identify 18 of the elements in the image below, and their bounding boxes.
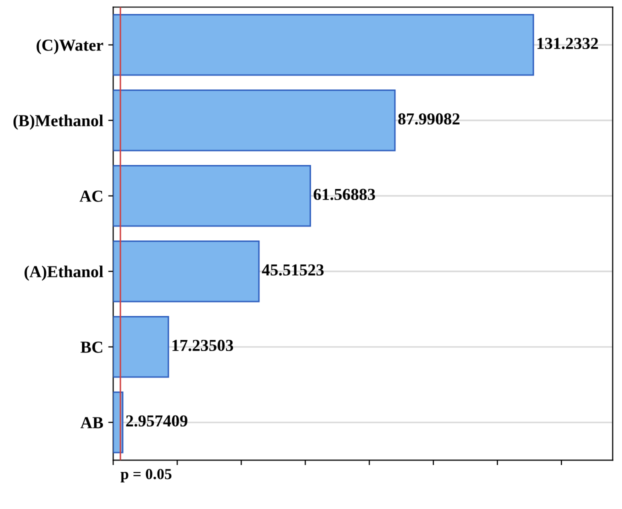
bar	[113, 316, 170, 378]
y-tick-label: (B)Methanol	[13, 114, 104, 130]
data-label: 17.23503	[172, 340, 234, 352]
bar	[113, 164, 312, 227]
text: p = 0.05	[120, 468, 172, 482]
data-label: 2.957409	[126, 415, 188, 427]
bar	[113, 240, 260, 302]
y-tick-label: AC	[80, 190, 102, 202]
y-tick-label: (C)Water	[36, 39, 104, 54]
y-tick-label: BC	[80, 342, 102, 353]
y-tick-label: (A)Ethanol	[24, 266, 104, 281]
data-label: 61.56883	[314, 188, 376, 200]
bar	[113, 89, 396, 152]
bar	[113, 14, 534, 76]
data-label: 131.2332	[537, 38, 598, 50]
data-label: 87.99082	[398, 113, 460, 125]
y-tick-label: AB	[80, 417, 104, 428]
data-label: 45.51523	[262, 264, 324, 276]
